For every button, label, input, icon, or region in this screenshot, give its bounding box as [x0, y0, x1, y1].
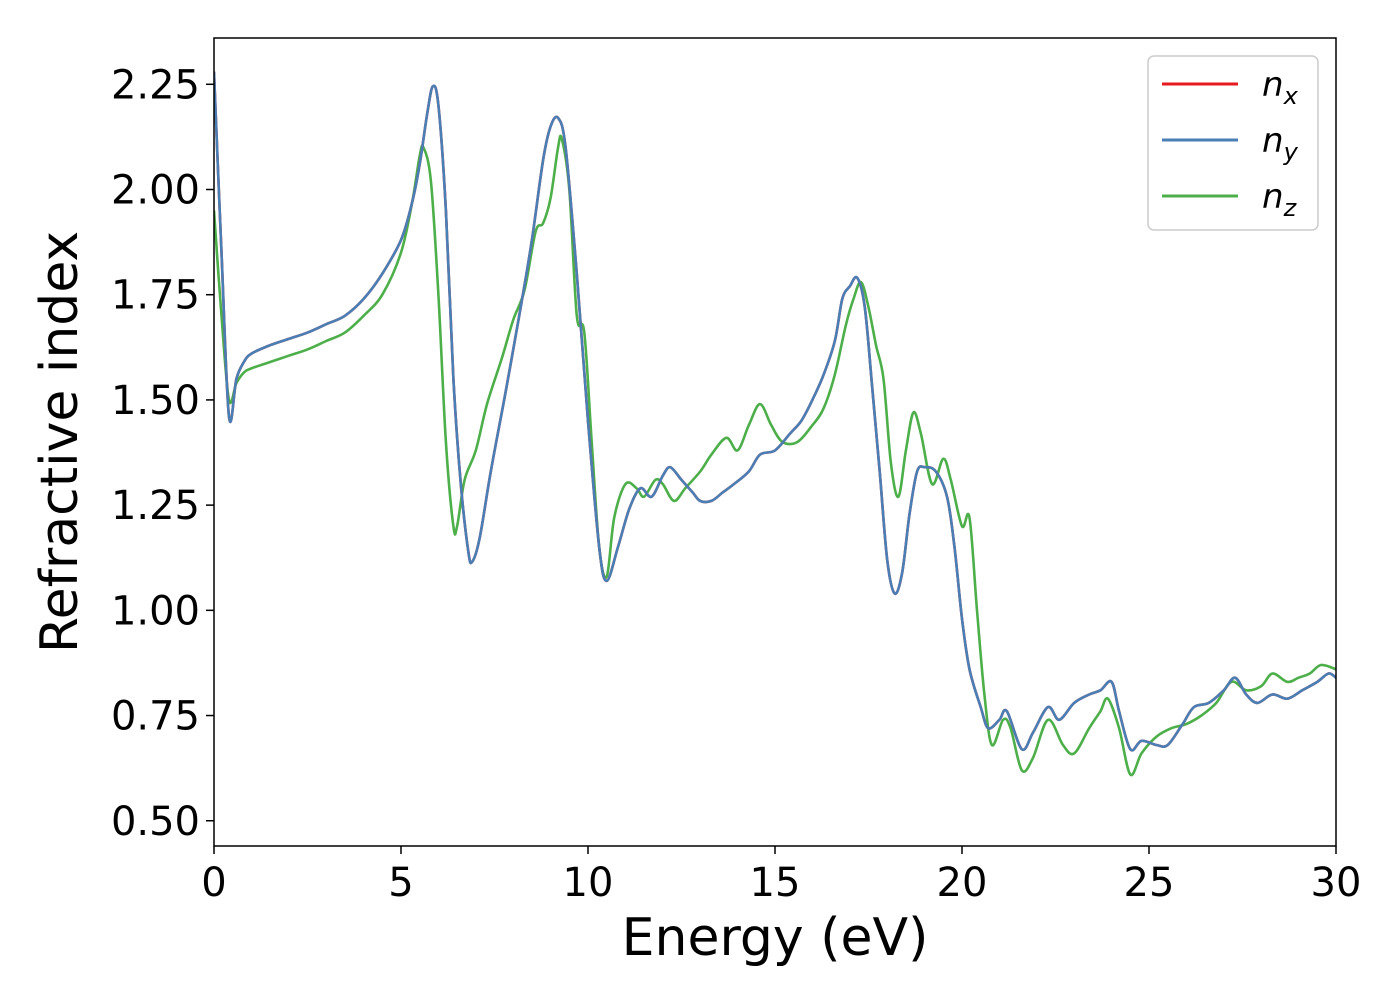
legend-label-n-y: ny [1262, 121, 1299, 166]
y-axis: 0.50 0.75 1.00 1.25 1.50 1.75 2.00 2.25 [111, 62, 214, 845]
series-line-n-z [214, 134, 1336, 777]
series-layer [214, 71, 1336, 777]
series-line-n-y [214, 71, 1336, 752]
y-axis-label: Refractive index [30, 231, 90, 653]
legend-label-n-z: nz [1262, 177, 1298, 222]
x-tick-label: 15 [750, 860, 801, 906]
y-tick-label: 1.50 [111, 378, 200, 424]
y-tick-label: 2.00 [111, 168, 200, 214]
x-tick-label: 0 [201, 860, 226, 906]
x-tick-label: 5 [388, 860, 413, 906]
x-tick-label: 30 [1311, 860, 1362, 906]
y-tick-label: 1.75 [111, 273, 200, 319]
x-tick-label: 10 [563, 860, 614, 906]
legend-box [1147, 55, 1319, 231]
x-axis: 0 5 10 15 20 25 30 [201, 846, 1361, 906]
legend-label-n-x: nx [1262, 65, 1299, 110]
x-axis-label: Energy (eV) [622, 908, 929, 968]
y-tick-label: 0.50 [111, 799, 200, 845]
y-tick-label: 1.25 [111, 483, 200, 529]
y-tick-label: 1.00 [111, 588, 200, 634]
legend: nx ny nz [1147, 55, 1319, 231]
y-tick-label: 0.75 [111, 694, 200, 740]
x-tick-label: 20 [937, 860, 988, 906]
y-tick-label: 2.25 [111, 62, 200, 108]
x-tick-label: 25 [1124, 860, 1175, 906]
